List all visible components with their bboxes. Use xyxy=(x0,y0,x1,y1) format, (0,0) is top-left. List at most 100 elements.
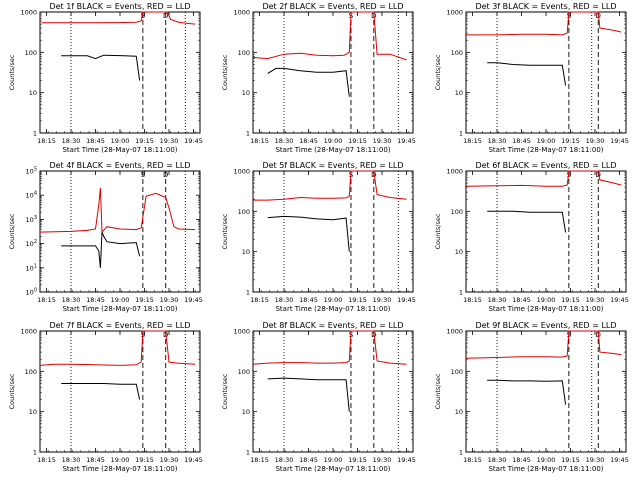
y-tick-label: 1 xyxy=(246,449,250,457)
series-line-lld xyxy=(465,170,622,187)
x-tick-label: 19:15 xyxy=(348,296,367,304)
y-tick-label: 100 xyxy=(451,368,463,376)
y-axis-label: Counts/sec xyxy=(8,54,16,90)
y-axis-label: Counts/sec xyxy=(221,373,229,409)
series-line-events xyxy=(61,54,141,81)
x-tick-label: 19:45 xyxy=(184,137,203,145)
series-line-events xyxy=(267,377,350,412)
x-tick-label: 18:30 xyxy=(62,296,81,304)
x-axis-label: Start Time (28-May-07 18:11:00) xyxy=(62,146,177,154)
x-axis-label: Start Time (28-May-07 18:11:00) xyxy=(488,146,603,154)
series-line-events xyxy=(487,62,567,86)
x-tick-label: 18:45 xyxy=(299,456,318,464)
vline-marker: S xyxy=(141,171,146,179)
y-tick-label: 10 xyxy=(29,408,37,416)
series-line-events xyxy=(487,379,567,405)
vline-marker: D xyxy=(163,12,168,20)
vline-marker: D xyxy=(371,171,376,179)
series-line-lld xyxy=(252,11,407,61)
x-tick-label: 18:15 xyxy=(250,456,269,464)
x-tick-label: 19:00 xyxy=(111,137,130,145)
x-tick-label: 19:30 xyxy=(586,456,605,464)
y-tick-label: 1 xyxy=(246,289,250,297)
x-tick-label: 18:45 xyxy=(86,296,105,304)
x-tick-label: 18:45 xyxy=(86,137,105,145)
series-line-events xyxy=(267,215,350,252)
x-tick-label: 19:15 xyxy=(348,137,367,145)
y-tick-label: 1000 xyxy=(446,168,463,176)
panel-det-5: Det 5f BLACK = Events, RED = LLD Counts/s… xyxy=(221,161,416,313)
x-tick-label: 18:30 xyxy=(275,137,294,145)
panel-title: Det 9f BLACK = Events, RED = LLD xyxy=(475,321,616,330)
x-tick-label: 19:30 xyxy=(373,456,392,464)
x-tick-label: 19:45 xyxy=(397,296,416,304)
panel-det-6: Det 6f BLACK = Events, RED = LLD Counts/s… xyxy=(434,161,629,313)
y-tick-label: 10 xyxy=(29,89,37,97)
x-tick-label: 19:15 xyxy=(561,456,580,464)
y-tick-label: 1 xyxy=(459,130,463,138)
x-axis-label: Start Time (28-May-07 18:11:00) xyxy=(62,465,177,473)
panel-det-1: Det 1f BLACK = Events, RED = LLD Counts/s… xyxy=(8,2,203,154)
x-tick-label: 19:45 xyxy=(397,456,416,464)
x-tick-label: 19:00 xyxy=(111,456,130,464)
y-tick-label: 100 xyxy=(451,208,463,216)
x-tick-label: 18:30 xyxy=(62,137,81,145)
y-tick-label: 10 xyxy=(242,408,250,416)
x-tick-label: 19:15 xyxy=(135,456,154,464)
x-tick-label: 18:15 xyxy=(250,137,269,145)
y-tick-label: 1 xyxy=(459,289,463,297)
x-tick-label: 18:45 xyxy=(299,296,318,304)
x-tick-label: 19:30 xyxy=(160,137,179,145)
y-tick-label: 100 xyxy=(25,49,37,57)
series-line-events xyxy=(267,67,350,97)
series-line-events xyxy=(61,231,141,268)
x-tick-label: 18:15 xyxy=(37,456,56,464)
x-tick-label: 18:45 xyxy=(512,137,531,145)
series-line-events xyxy=(61,383,141,400)
series-line-lld xyxy=(39,187,196,234)
x-tick-label: 19:45 xyxy=(610,296,629,304)
y-tick-label: 102 xyxy=(26,239,37,248)
x-axis-label: Start Time (28-May-07 18:11:00) xyxy=(275,146,390,154)
x-tick-label: 19:30 xyxy=(586,296,605,304)
x-tick-label: 19:45 xyxy=(184,296,203,304)
y-tick-label: 1 xyxy=(246,130,250,138)
x-tick-label: 18:45 xyxy=(86,456,105,464)
x-axis-label: Start Time (28-May-07 18:11:00) xyxy=(62,305,177,313)
x-tick-label: 18:15 xyxy=(463,296,482,304)
x-tick-label: 19:30 xyxy=(160,456,179,464)
vline-marker: D xyxy=(596,171,601,179)
x-tick-label: 18:30 xyxy=(62,456,81,464)
y-tick-label: 10 xyxy=(242,89,250,97)
x-tick-label: 18:45 xyxy=(299,137,318,145)
y-tick-label: 10 xyxy=(455,89,463,97)
series-line-lld xyxy=(39,330,196,366)
x-tick-label: 19:15 xyxy=(348,456,367,464)
x-axis-label: Start Time (28-May-07 18:11:00) xyxy=(275,465,390,473)
panel-title: Det 8f BLACK = Events, RED = LLD xyxy=(262,321,403,330)
x-tick-label: 19:00 xyxy=(537,137,556,145)
x-tick-label: 19:00 xyxy=(324,456,343,464)
x-tick-label: 19:30 xyxy=(160,296,179,304)
x-tick-label: 18:30 xyxy=(275,296,294,304)
vline-marker: D xyxy=(163,171,168,179)
y-tick-label: 1000 xyxy=(233,9,250,17)
y-tick-label: 1000 xyxy=(446,9,463,17)
panel-det-3: Det 3f BLACK = Events, RED = LLD Counts/s… xyxy=(434,2,629,154)
x-tick-label: 19:30 xyxy=(373,296,392,304)
vline-marker: S xyxy=(567,331,572,339)
series-line-events xyxy=(487,210,567,233)
vline-marker: S xyxy=(567,12,572,20)
x-tick-label: 19:00 xyxy=(537,456,556,464)
panel-title: Det 6f BLACK = Events, RED = LLD xyxy=(475,161,616,170)
x-tick-label: 19:45 xyxy=(397,137,416,145)
panel-det-9: Det 9f BLACK = Events, RED = LLD Counts/s… xyxy=(434,321,629,473)
vline-marker: S xyxy=(349,171,354,179)
y-tick-label: 100 xyxy=(238,368,250,376)
y-axis-label: Counts/sec xyxy=(221,213,229,249)
panel-title: Det 3f BLACK = Events, RED = LLD xyxy=(475,2,616,11)
x-tick-label: 18:15 xyxy=(37,137,56,145)
x-tick-label: 19:15 xyxy=(135,137,154,145)
panel-title: Det 1f BLACK = Events, RED = LLD xyxy=(49,2,190,11)
x-tick-label: 19:15 xyxy=(561,296,580,304)
